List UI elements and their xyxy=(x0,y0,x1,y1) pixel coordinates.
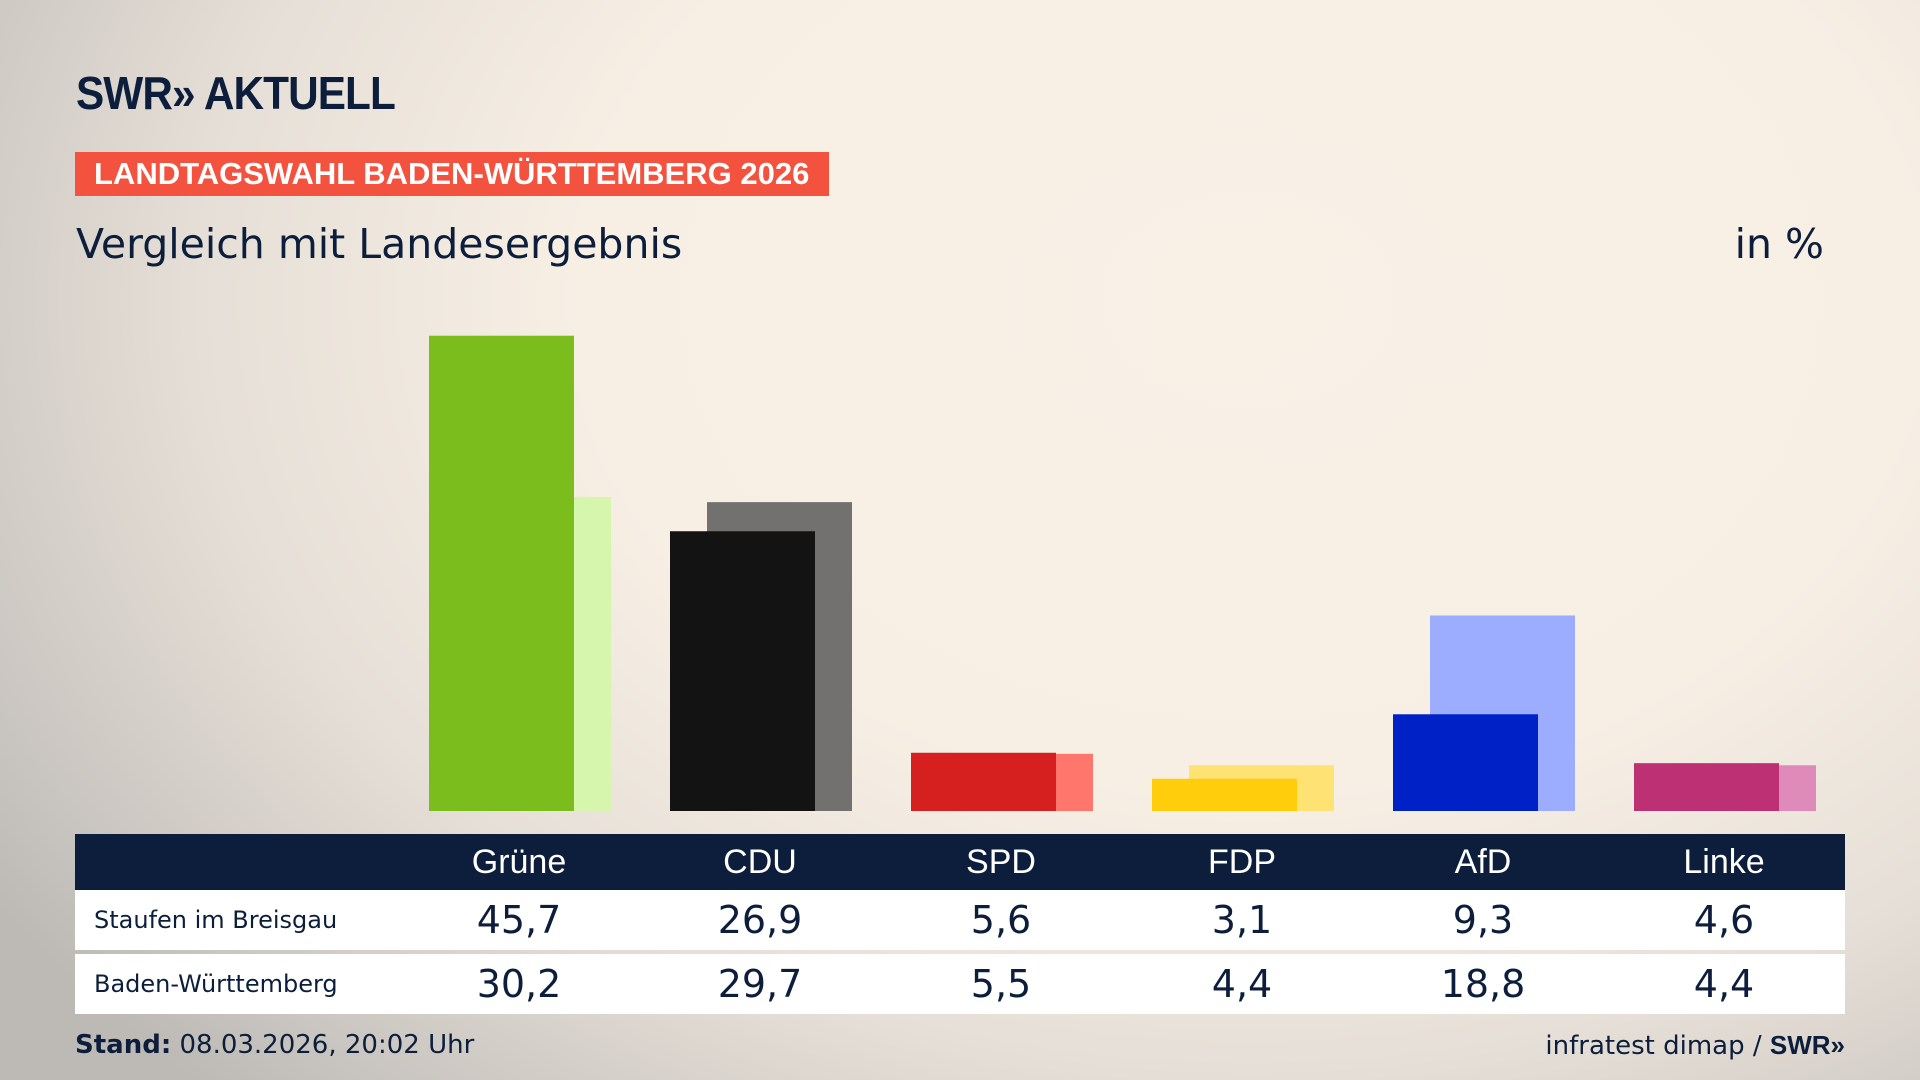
party-label: Grüne xyxy=(471,843,567,881)
staufen-bar-2 xyxy=(911,752,1056,811)
party-label: FDP xyxy=(1208,843,1276,881)
value-label: 3,1 xyxy=(1211,898,1273,942)
staufen-bar-5 xyxy=(1634,763,1779,811)
value-label: 26,9 xyxy=(717,898,803,942)
staufen-bar-4 xyxy=(1393,714,1538,811)
swr-aktuell-logo: SWR» AKTUELL xyxy=(76,67,396,119)
timestamp: Stand: 08.03.2026, 20:02 Uhr xyxy=(75,1030,474,1060)
staufen-bar-1 xyxy=(670,531,815,811)
party-label: SPD xyxy=(966,843,1036,881)
value-label: 4,6 xyxy=(1693,898,1755,942)
stand-label: Stand: xyxy=(75,1030,172,1060)
source-text: infratest dimap / xyxy=(1545,1031,1770,1061)
value-label: 5,5 xyxy=(970,962,1032,1006)
swr-logo: SWR» xyxy=(1769,1030,1845,1060)
party-label: Linke xyxy=(1683,843,1765,881)
staufen-bar-0 xyxy=(429,335,574,811)
unit-label: in % xyxy=(1734,220,1824,268)
value-label: 9,3 xyxy=(1452,898,1514,942)
value-label: 18,8 xyxy=(1440,962,1526,1006)
table-row: Baden-Württemberg 30,2 29,7 5,5 4,4 18,8 4,4 xyxy=(75,954,1845,1014)
value-label: 5,6 xyxy=(970,898,1032,942)
value-label: 4,4 xyxy=(1211,962,1273,1006)
results-table: Grüne CDU SPD FDP AfD Linke Staufen im Breisg… xyxy=(75,834,1845,1014)
row-label: Staufen im Breisgau xyxy=(94,906,338,934)
value-label: 30,2 xyxy=(476,962,562,1006)
table-header: Grüne CDU SPD FDP AfD Linke xyxy=(75,834,1845,890)
source: infratest dimap / SWR» xyxy=(1545,1030,1845,1061)
chart-subtitle: Vergleich mit Landesergebnis xyxy=(76,220,683,268)
value-label: 45,7 xyxy=(476,898,562,942)
election-banner: LANDTAGSWAHL BADEN-WÜRTTEMBERG 2026 xyxy=(75,152,829,196)
bar-chart xyxy=(429,335,1816,811)
staufen-bar-3 xyxy=(1152,778,1297,811)
value-label: 29,7 xyxy=(717,962,803,1006)
row-label: Baden-Württemberg xyxy=(94,970,338,998)
party-label: AfD xyxy=(1454,843,1512,881)
stand-value: 08.03.2026, 20:02 Uhr xyxy=(171,1030,475,1060)
value-label: 4,4 xyxy=(1693,962,1755,1006)
table-row: Staufen im Breisgau 45,7 26,9 5,6 3,1 9,3 4,6 xyxy=(75,890,1845,950)
party-label: CDU xyxy=(723,843,797,881)
